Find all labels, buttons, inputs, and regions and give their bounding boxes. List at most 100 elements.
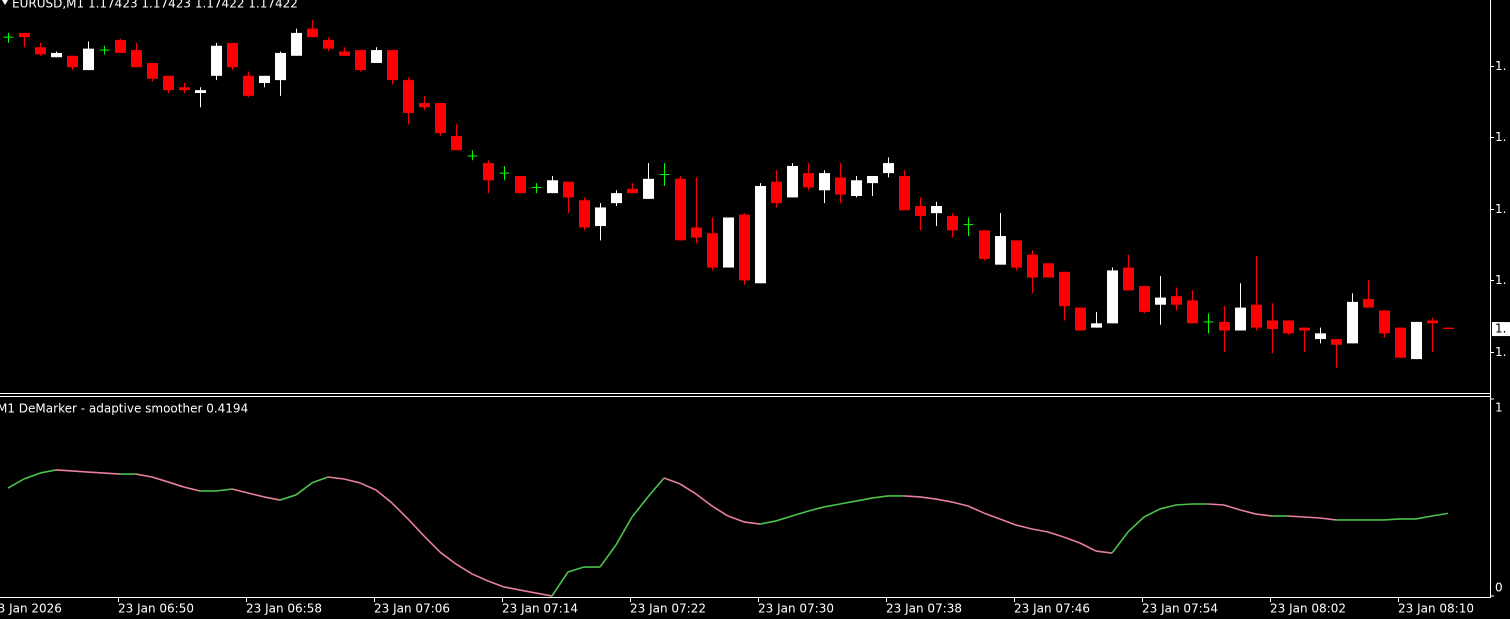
candle-body	[243, 75, 254, 96]
y-tick-label: 1.	[1495, 273, 1506, 287]
candle-body	[1363, 299, 1374, 308]
candle-body	[1155, 297, 1166, 305]
indicator-line	[679, 483, 697, 495]
indicator-line	[23, 472, 41, 480]
indicator-line	[967, 505, 985, 514]
indicator-line	[391, 502, 409, 520]
candle-body	[1331, 339, 1342, 345]
candle-body	[755, 185, 766, 284]
price-marker-label: 1.	[1495, 322, 1506, 336]
candle-body	[1235, 307, 1246, 331]
candle-body	[675, 178, 686, 241]
indicator-line	[1383, 518, 1401, 521]
candle-body	[1267, 320, 1278, 330]
candle-body	[611, 193, 622, 204]
candle-body	[67, 55, 78, 68]
x-tick-label: 23 Jan 06:50	[118, 602, 194, 616]
indicator-line	[423, 535, 441, 553]
candle-body	[1283, 320, 1294, 334]
candle-body	[339, 51, 350, 56]
candle-body	[883, 163, 894, 174]
indicator-line	[727, 515, 745, 523]
indicator-line	[1415, 515, 1433, 520]
x-tick-label: 23 Jan 07:46	[1014, 602, 1090, 616]
candle-body	[403, 80, 414, 114]
x-tick-label: 23 Jan 06:58	[246, 602, 322, 616]
candle-body	[291, 32, 302, 56]
candle-body	[1107, 270, 1118, 324]
candle-body	[915, 206, 926, 217]
candle-body	[979, 230, 990, 259]
candle-body	[323, 40, 334, 49]
indicator-line	[135, 473, 153, 478]
indicator-line	[871, 495, 889, 499]
x-tick-label: 23 Jan 07:06	[374, 602, 450, 616]
candle-body	[1043, 263, 1054, 278]
indicator-line	[87, 471, 105, 474]
x-tick-label: 23 Jan 2026	[0, 602, 62, 616]
chart-title: EURUSD,M1 1.17423 1.17423 1.17422 1.1742…	[12, 0, 298, 11]
candle-body	[1427, 320, 1438, 324]
indicator-line	[567, 566, 585, 573]
x-tick-label: 23 Jan 08:02	[1270, 602, 1346, 616]
indicator-line	[343, 478, 361, 484]
candle-body	[131, 50, 142, 68]
x-tick-label: 23 Jan 07:22	[630, 602, 706, 616]
candle-body	[1123, 267, 1134, 291]
indicator-line	[743, 521, 761, 525]
indicator-line	[471, 573, 489, 582]
candle-body	[899, 175, 910, 211]
indicator-line	[631, 496, 649, 518]
candle-body	[771, 181, 782, 204]
indicator-line	[1095, 550, 1113, 554]
candle-body	[1251, 304, 1262, 328]
indicator-line	[455, 563, 473, 575]
candle-body	[371, 50, 382, 63]
indicator-line	[903, 495, 921, 498]
indicator-title: M1 DeMarker - adaptive smoother 0.4194	[0, 402, 248, 416]
candle-body	[211, 45, 222, 76]
candle-body	[515, 175, 526, 194]
indicator-line	[935, 498, 953, 503]
indicator-line	[1031, 528, 1049, 533]
indicator-line	[503, 586, 521, 591]
x-tick-label: 23 Jan 07:54	[1142, 602, 1218, 616]
indicator-line	[279, 494, 297, 501]
y-tick-label: 1	[1495, 401, 1503, 415]
candle-body	[835, 177, 846, 195]
indicator-line	[519, 589, 537, 594]
indicator-line	[7, 478, 25, 489]
candle-body	[867, 175, 878, 184]
candle-body	[691, 227, 702, 238]
candle-body	[355, 50, 366, 71]
candle-body	[1395, 327, 1406, 358]
candle-body	[147, 62, 158, 79]
candle-body	[1075, 307, 1086, 331]
candle-body	[627, 188, 638, 194]
indicator-line	[951, 501, 969, 507]
indicator-line	[1287, 515, 1305, 518]
candle-body	[435, 103, 446, 134]
indicator-line	[1431, 512, 1449, 517]
indicator-line	[1063, 536, 1081, 544]
candle-body	[179, 87, 190, 91]
candle-body	[1315, 333, 1326, 340]
indicator-line	[1303, 516, 1321, 519]
indicator-line	[1223, 504, 1241, 511]
symbol-icon	[2, 0, 8, 5]
candle-body	[227, 42, 238, 68]
y-tick-label: 1.	[1495, 345, 1506, 359]
indicator-line	[439, 551, 457, 565]
candle-body	[115, 40, 126, 53]
indicator-line	[807, 506, 825, 512]
indicator-line	[839, 500, 857, 505]
candle-body	[451, 135, 462, 151]
candle-body	[195, 90, 206, 93]
indicator-line	[151, 476, 169, 483]
indicator-line	[1079, 542, 1097, 552]
candle-body	[35, 47, 46, 55]
indicator-line	[375, 489, 393, 504]
candle-body	[1347, 301, 1358, 344]
